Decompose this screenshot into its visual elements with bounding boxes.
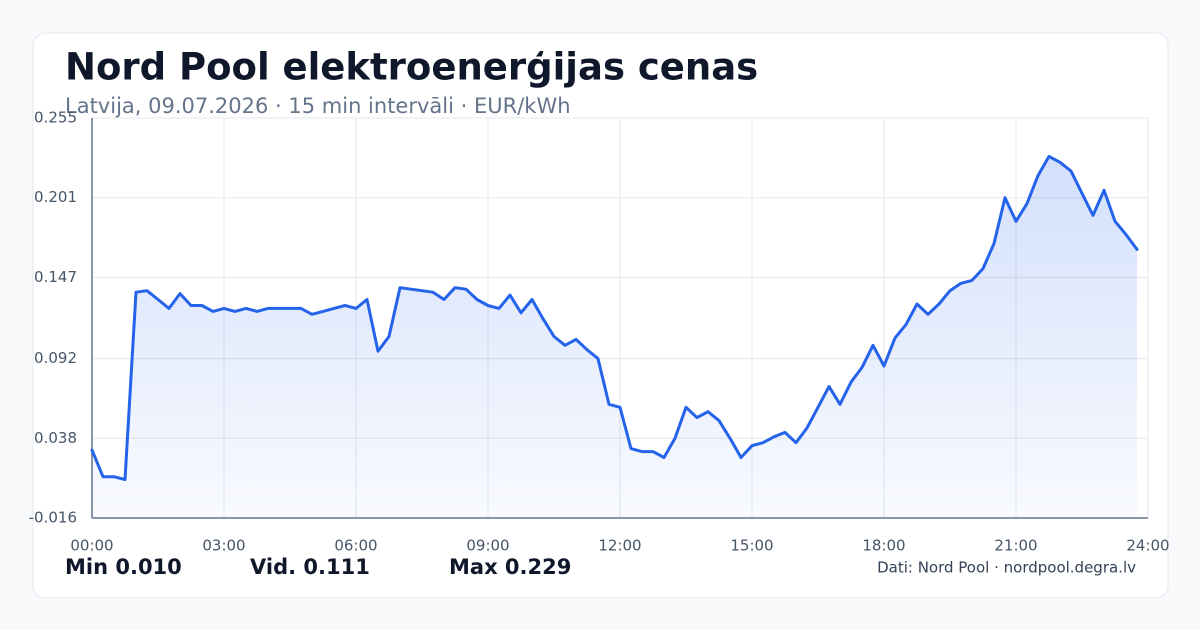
x-tick-label: 03:00	[202, 537, 245, 555]
x-tick-label: 09:00	[466, 537, 509, 555]
x-tick-label: 15:00	[730, 537, 773, 555]
y-tick-label: 0.038	[34, 429, 77, 447]
source: Dati: Nord Pool · nordpool.degra.lv	[877, 559, 1136, 577]
area	[92, 156, 1137, 518]
chart-subtitle: Latvija, 09.07.2026 · 15 min intervāli ·…	[65, 94, 571, 118]
stat: Max 0.229	[449, 555, 571, 579]
stat: Vid. 0.111	[250, 555, 370, 579]
y-tick-label: -0.016	[29, 509, 77, 527]
x-tick-label: 06:00	[334, 537, 377, 555]
line	[90, 154, 1139, 482]
y-tick-label: 0.147	[34, 268, 77, 286]
y-tick-label: 0.201	[34, 188, 77, 206]
x-tick-label: 18:00	[862, 537, 905, 555]
x-tick-label: 00:00	[70, 537, 113, 555]
x-tick-label: 12:00	[598, 537, 641, 555]
stat: Min 0.010	[65, 555, 182, 579]
chart-title: Nord Pool elektroenerģijas cenas	[65, 46, 758, 89]
x-tick-label: 21:00	[994, 537, 1037, 555]
x-tick-label: 24:00	[1126, 537, 1169, 555]
y-tick-label: 0.255	[34, 109, 77, 127]
y-tick-label: 0.092	[34, 349, 77, 367]
